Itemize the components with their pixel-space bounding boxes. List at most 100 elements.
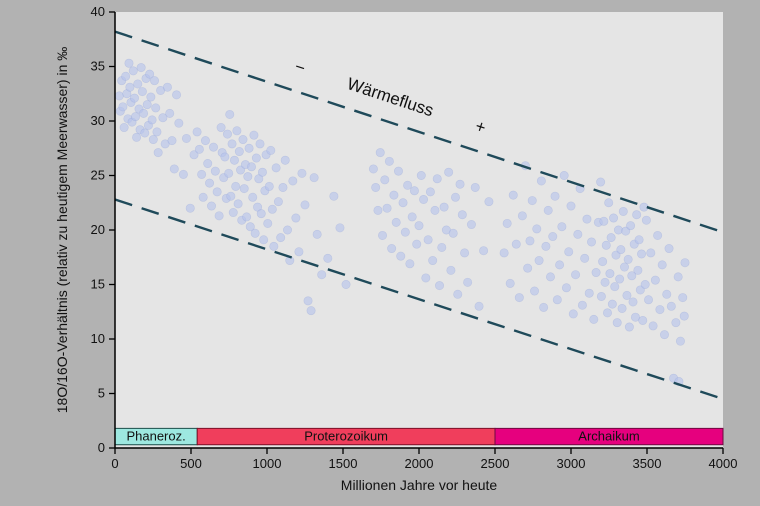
data-point xyxy=(571,270,579,278)
data-point xyxy=(632,211,640,219)
data-point xyxy=(601,278,609,286)
y-tick-label: 10 xyxy=(91,331,105,346)
data-point xyxy=(281,156,289,164)
data-point xyxy=(276,233,284,241)
data-point xyxy=(209,143,217,151)
data-point xyxy=(406,260,414,268)
data-point xyxy=(544,206,552,214)
data-point xyxy=(150,76,158,84)
data-point xyxy=(674,273,682,281)
data-point xyxy=(250,131,258,139)
data-point xyxy=(551,192,559,200)
data-point xyxy=(656,305,664,313)
data-point xyxy=(523,264,531,272)
x-tick-label: 4000 xyxy=(709,456,738,471)
era-label-1: Proterozoikum xyxy=(304,429,388,444)
data-point xyxy=(426,188,434,196)
data-point xyxy=(558,223,566,231)
data-point xyxy=(141,129,149,137)
data-point xyxy=(537,177,545,185)
y-tick-label: 0 xyxy=(98,440,105,455)
data-point xyxy=(642,216,650,224)
data-point xyxy=(383,204,391,212)
data-point xyxy=(600,217,608,225)
data-point xyxy=(663,290,671,298)
data-point xyxy=(609,214,617,222)
data-point xyxy=(119,103,127,111)
data-point xyxy=(239,135,247,143)
y-tick-label: 15 xyxy=(91,277,105,292)
data-point xyxy=(215,212,223,220)
data-point xyxy=(392,218,400,226)
data-point xyxy=(342,280,350,288)
data-point xyxy=(518,212,526,220)
data-point xyxy=(530,287,538,295)
data-point xyxy=(179,170,187,178)
x-tick-label: 2000 xyxy=(405,456,434,471)
x-axis-label: Millionen Jahre vor heute xyxy=(341,477,498,493)
data-point xyxy=(201,136,209,144)
data-point xyxy=(623,291,631,299)
scatter-chart: Phaneroz.ProterozoikumArchaikum−Wärmeflu… xyxy=(0,0,760,506)
data-point xyxy=(313,230,321,238)
data-point xyxy=(567,202,575,210)
data-point xyxy=(596,178,604,186)
data-point xyxy=(378,231,386,239)
data-point xyxy=(267,146,275,154)
x-tick-label: 2500 xyxy=(481,456,510,471)
data-point xyxy=(475,302,483,310)
data-point xyxy=(227,192,235,200)
data-point xyxy=(431,206,439,214)
data-point xyxy=(607,233,615,241)
data-point xyxy=(182,134,190,142)
data-point xyxy=(221,153,229,161)
data-point xyxy=(447,266,455,274)
data-point xyxy=(376,148,384,156)
data-point xyxy=(555,261,563,269)
data-point xyxy=(580,254,588,262)
data-point xyxy=(454,290,462,298)
data-point xyxy=(186,204,194,212)
data-point xyxy=(542,242,550,250)
data-point xyxy=(647,249,655,257)
data-point xyxy=(681,259,689,267)
data-point xyxy=(399,199,407,207)
data-point xyxy=(679,293,687,301)
data-point xyxy=(301,201,309,209)
data-point xyxy=(479,247,487,255)
data-point xyxy=(137,63,145,71)
data-point xyxy=(205,179,213,187)
data-point xyxy=(390,191,398,199)
data-point xyxy=(503,219,511,227)
data-point xyxy=(485,197,493,205)
y-tick-label: 35 xyxy=(91,59,105,74)
data-point xyxy=(408,213,416,221)
data-point xyxy=(667,302,675,310)
data-point xyxy=(129,67,137,75)
data-point xyxy=(585,289,593,297)
data-point xyxy=(126,83,134,91)
data-point xyxy=(224,169,232,177)
data-point xyxy=(249,193,257,201)
data-point xyxy=(444,168,452,176)
x-tick-label: 0 xyxy=(111,456,118,471)
data-point xyxy=(272,164,280,172)
data-point xyxy=(604,199,612,207)
data-point xyxy=(231,182,239,190)
data-point xyxy=(611,282,619,290)
data-point xyxy=(401,228,409,236)
data-point xyxy=(229,208,237,216)
data-point xyxy=(625,323,633,331)
y-tick-label: 20 xyxy=(91,222,105,237)
data-point xyxy=(149,135,157,143)
data-point xyxy=(207,202,215,210)
data-point xyxy=(289,177,297,185)
data-point xyxy=(649,322,657,330)
data-point xyxy=(619,207,627,215)
x-tick-label: 1000 xyxy=(253,456,282,471)
data-point xyxy=(240,184,248,192)
data-point xyxy=(658,261,666,269)
data-point xyxy=(387,244,395,252)
y-tick-label: 25 xyxy=(91,168,105,183)
data-point xyxy=(587,238,595,246)
